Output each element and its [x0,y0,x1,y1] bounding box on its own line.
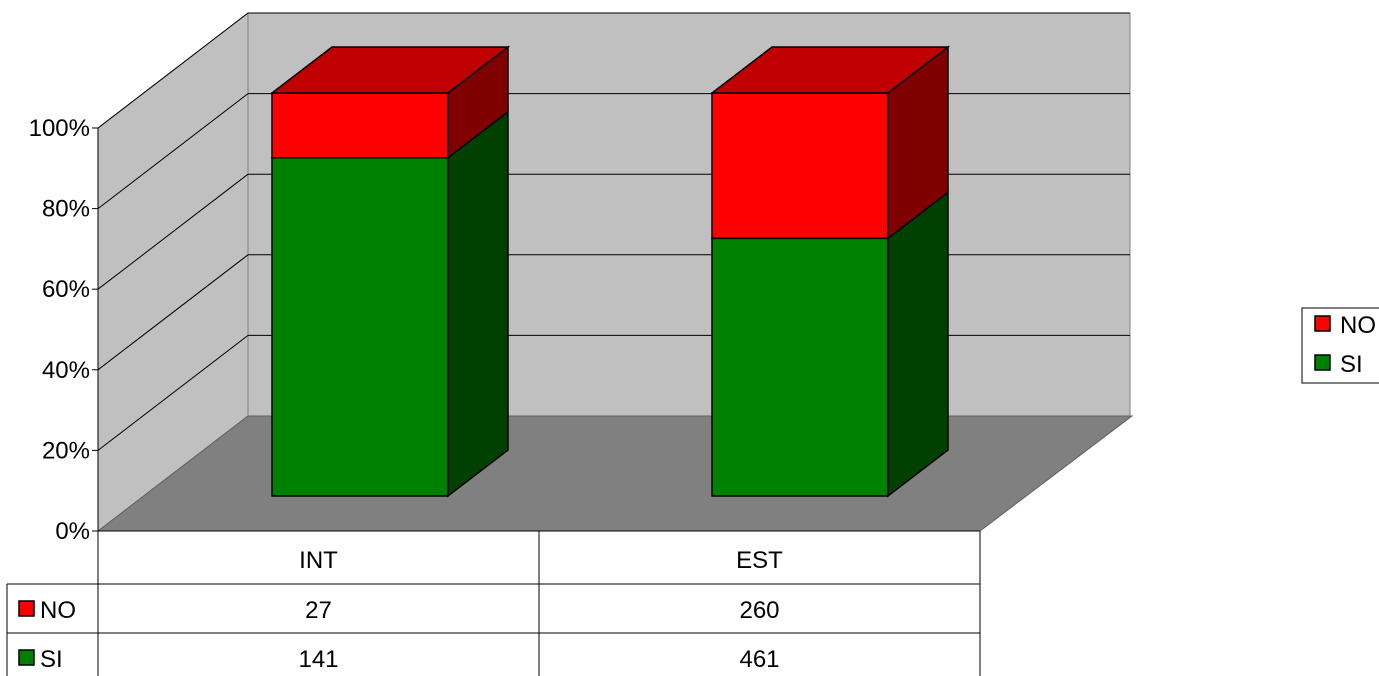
gridline-side [97,335,249,451]
bar-side-si-int [447,110,509,498]
y-tick-label: 80% [42,196,90,223]
bar-top-est [709,46,951,94]
bar-top-int [269,46,511,94]
gridline-side [97,12,249,129]
y-tick-label: 40% [42,357,90,384]
bar-si-int [271,157,449,497]
table-row-label-no: NO [40,597,76,624]
legend-key-si [1314,354,1331,371]
floor-plane [96,415,1134,532]
legend-label-no: NO [1340,312,1376,339]
legend-label-si: SI [1340,351,1363,378]
bar-si-est [711,237,889,497]
gridline-side [97,173,249,290]
table-header-int: INT [299,547,338,574]
bar-no-est [711,92,889,240]
table-header-est: EST [736,547,783,574]
gridline-side [97,93,249,209]
y-tick-label: 0% [55,518,90,545]
bar-side-si-est [887,190,949,498]
bars [269,45,951,498]
legend: NO SI [1301,307,1379,384]
table-cell-no-est: 260 [739,597,779,624]
table-cell-si-est: 461 [739,646,779,673]
data-table: INT EST NO 27 260 SI 141 461 [6,530,981,676]
table-cell-no-int: 27 [305,597,332,624]
y-tick-label: 60% [42,276,90,303]
legend-key-no [1314,315,1331,332]
y-tick-label: 20% [42,437,90,464]
table-row-label-si: SI [40,646,63,673]
chart-floor [96,415,1134,532]
y-tick-label: 100% [29,115,90,142]
table-cell-si-int: 141 [298,646,338,673]
gridline-side [97,254,249,371]
bar-no-int [271,92,449,159]
table-legend-key-no [18,600,35,617]
table-legend-key-si [18,649,35,666]
y-axis: 0% 20% 40% 60% 80% 100% [29,115,99,545]
